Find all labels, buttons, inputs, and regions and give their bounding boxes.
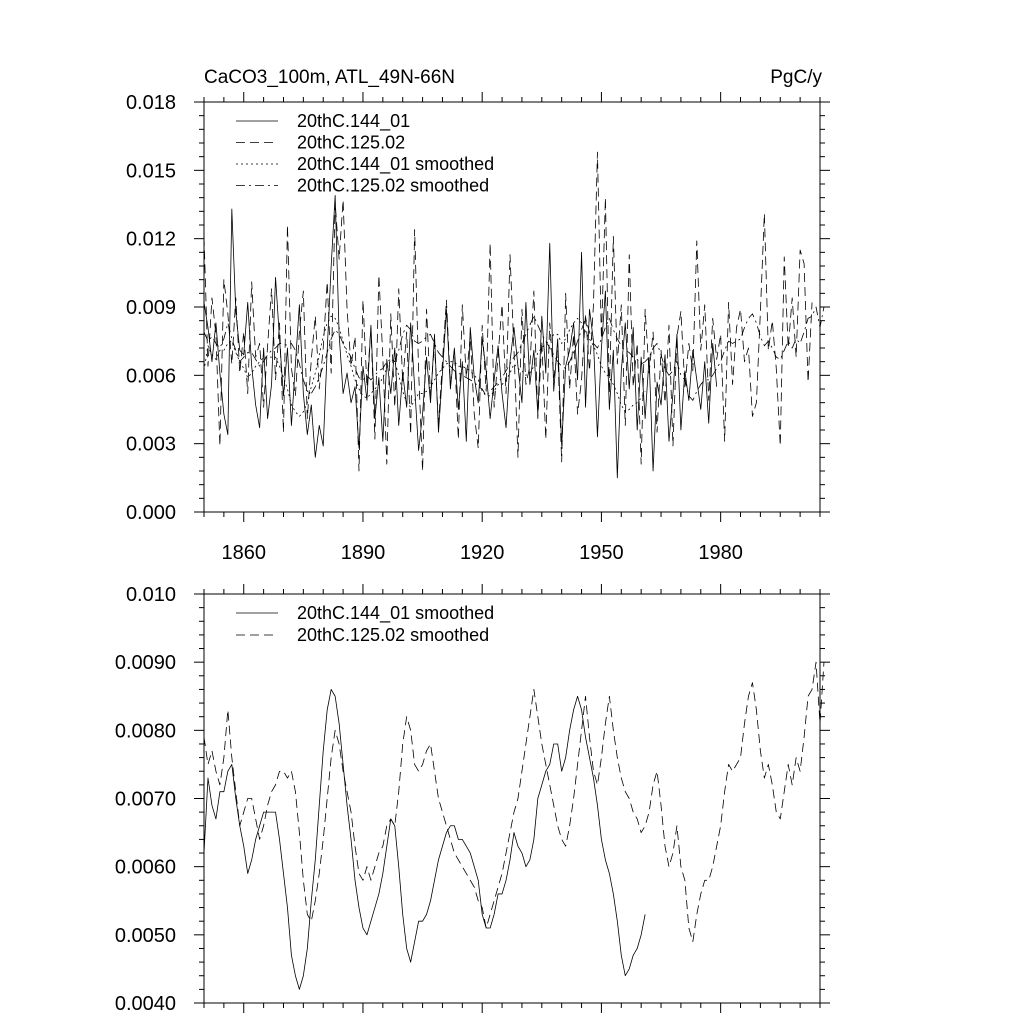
bottom-ytick-label: 0.0040 xyxy=(115,993,176,1015)
top-ytick-label: 0.018 xyxy=(126,92,176,114)
bottom-legend-label: 20thC.144_01 smoothed xyxy=(297,603,494,624)
bottom-ytick-label: 0.0050 xyxy=(115,925,176,947)
bottom-legend-label: 20thC.125.02 smoothed xyxy=(297,625,489,645)
top-series-line-20thc-144-01 xyxy=(203,194,718,479)
top-ytick-label: 0.009 xyxy=(126,297,176,319)
top-chart-units: PgC/y xyxy=(770,67,822,88)
bottom-panel: 0.0040 0.0050 0.0060 0.0070 0.0080 0.0090 0.01… xyxy=(115,584,830,1015)
top-series-line-20thc-144-01-smoothed xyxy=(203,315,646,417)
top-ytick-label: 0.015 xyxy=(126,160,176,182)
bottom-series-line-20thc-125-02-smoothed xyxy=(203,661,825,943)
top-chart-title: CaCO3_100m, ATL_49N-66N xyxy=(204,67,455,88)
top-series-line-20thc-125-02 xyxy=(203,151,813,472)
top-ytick-label: 0.012 xyxy=(126,229,176,251)
top-ytick-label: 0.003 xyxy=(126,434,176,456)
bottom-ytick-label: 0.0080 xyxy=(115,720,176,742)
top-xtick-label: 1920 xyxy=(460,542,505,564)
top-xtick-label: 1890 xyxy=(341,542,386,564)
bottom-ytick-label: 0.0060 xyxy=(115,857,176,879)
top-legend-label: 20thC.125.02 xyxy=(297,133,405,153)
top-xtick-label: 1950 xyxy=(579,542,624,564)
top-ytick-label: 0.006 xyxy=(126,365,176,387)
top-legend-label: 20thC.125.02 smoothed xyxy=(297,176,489,196)
top-xtick-label: 1980 xyxy=(698,542,743,564)
bottom-plot-frame xyxy=(203,593,821,1004)
top-ytick-label: 0.000 xyxy=(126,502,176,524)
top-legend-label: 20thC.144_01 smoothed xyxy=(297,154,494,175)
top-series-line-20thc-125-02-smoothed xyxy=(203,306,825,401)
bottom-ytick-label: 0.010 xyxy=(126,584,176,606)
top-legend-label: 20thC.144_01 xyxy=(297,111,410,132)
top-xtick-label: 1860 xyxy=(221,542,266,564)
top-panel: CaCO3_100m, ATL_49N-66N PgC/y 0.000 0.003… xyxy=(126,67,830,564)
bottom-series-line-20thc-144-01-smoothed xyxy=(203,689,646,990)
bottom-ytick-label: 0.0070 xyxy=(115,789,176,811)
bottom-ytick-label: 0.0090 xyxy=(115,652,176,674)
